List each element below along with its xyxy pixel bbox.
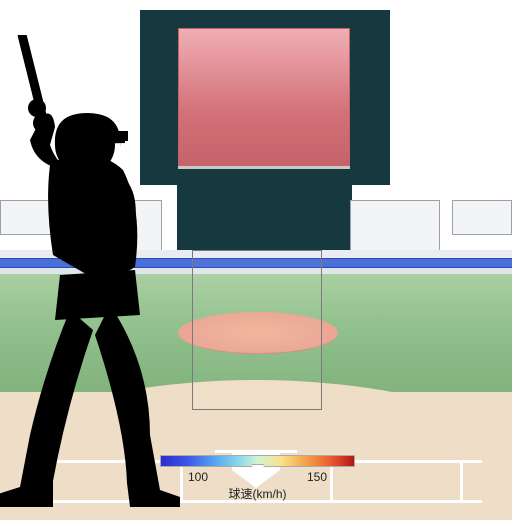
colorbar-label: 球速(km/h) — [160, 485, 355, 502]
speed-colorbar — [160, 455, 355, 467]
stand-panel — [452, 200, 512, 235]
colorbar-ticks: 100 150 — [160, 470, 355, 484]
batter-box-line — [460, 460, 463, 503]
colorbar-tick: 100 — [188, 470, 208, 484]
batter-silhouette — [0, 35, 235, 510]
speed-colorbar-legend: 100 150 球速(km/h) — [160, 455, 355, 502]
colorbar-tick: 150 — [307, 470, 327, 484]
pitch-location-chart: 100 150 球速(km/h) — [0, 0, 512, 512]
stand-panel — [350, 200, 440, 255]
